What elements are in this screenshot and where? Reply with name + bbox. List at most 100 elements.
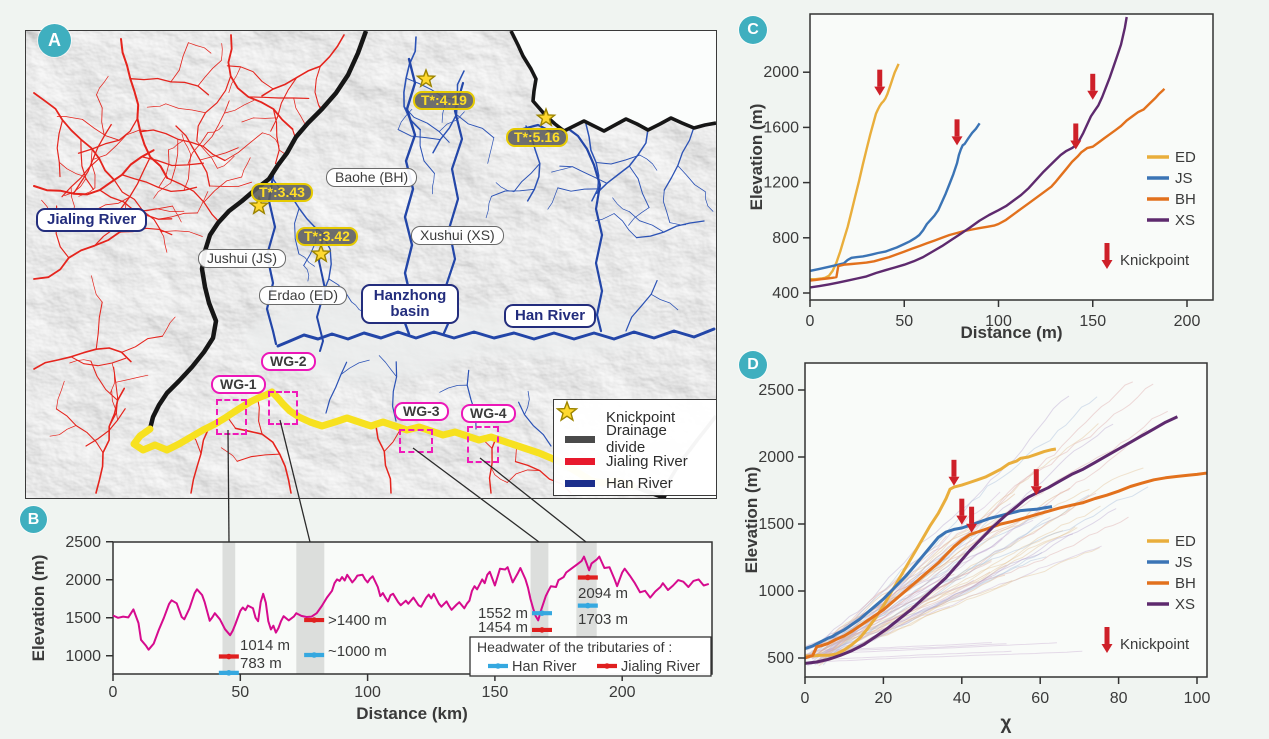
jialing-headwater-marker [604,663,610,669]
tributary-chi-profile [824,556,951,645]
river-segment [247,96,310,99]
map-label-han-river: Han River [504,304,597,329]
river-segment [165,103,206,114]
river-segment [677,165,706,193]
map-label-erdao: Erdao (ED) [259,286,348,306]
river-segment [662,189,671,224]
map-label-t-516: T*:5.16 [506,128,568,148]
tributary-chi-profile [817,429,1148,655]
river-segment [217,155,235,169]
map-legend: Knickpoint Drainage divide Jialing River Ha… [553,399,717,496]
knickpoint-arrow-icon [966,523,978,533]
river-profile-chart: 0 50 100 150 200 400 800 1200 1600 2000 Distance (… [747,13,1214,342]
map-label-wg-2: WG-2 [261,352,316,372]
tributary-chi-profile [826,486,1149,645]
tributary-chi-profile [810,505,1101,658]
tributary-chi-profile [811,642,992,652]
river-segment [432,172,435,195]
river-segment [491,188,535,197]
river-segment [33,347,132,370]
river-segment [90,148,96,189]
tick-label: 2500 [65,534,101,551]
river-segment [170,42,189,83]
map-label-wg-4: WG-4 [461,404,516,424]
river-segment [96,94,105,137]
river-segment [126,129,147,136]
river-segment [197,191,209,214]
map-legend-label: Drainage divide [606,422,667,456]
tick-label: 0 [801,690,810,707]
wg-sample-box-2 [268,391,298,425]
legend-line-swatch [562,479,598,487]
tributary-chi-profile [817,395,1070,649]
river-segment [265,174,278,346]
tick-label: 100 [985,313,1012,330]
outside-basin-area-ne [511,31,716,131]
tick-label: 1000 [758,583,794,600]
studied-divide-yellow-line [130,388,637,490]
map-label-wg-3: WG-3 [394,402,449,422]
river-segment [55,408,104,454]
river-segment [33,225,134,280]
river-segment [108,366,119,428]
river-segment [121,335,164,353]
map-label-wg-1: WG-1 [211,375,266,395]
tick-label: 60 [1031,690,1049,707]
tick-label: 150 [1079,313,1106,330]
river-segment [95,301,103,350]
tributary-chi-profile [812,504,1048,660]
axis-label-x: Distance (m) [960,323,1062,342]
river-segment [226,65,274,90]
river-segment [650,293,679,311]
elevation-annotation: 2094 m [578,585,628,602]
tick-label: 1500 [65,610,101,627]
river-segment [557,187,599,192]
map-label-xushui: Xushui (XS) [411,226,504,246]
river-segment [111,390,118,421]
panel-label-c: C [739,16,767,44]
knickpoint-star-icon [555,400,579,422]
river-segment [704,191,714,212]
han-headwater-marker [539,610,545,616]
river-segment [378,355,397,378]
tributary-chi-profile [822,410,1168,659]
series-line-ed [805,447,1057,658]
elevation-annotation: 1552 m [478,605,528,622]
tributary-chi-profile [813,519,1034,664]
river-segment [456,114,495,139]
river-segment [524,390,530,415]
profile-legend-box [469,636,712,677]
river-segment [340,359,370,375]
chi-plot-chart: 0 20 40 60 80 100 500 1000 1500 2000 2500 χ Elevatio… [745,362,1210,734]
river-segment [325,361,348,414]
legend-label-knickpoint: Knickpoint [1120,252,1190,269]
legend-label-xs: XS [1175,212,1195,229]
tick-label: 1600 [763,119,799,136]
river-segment [220,43,223,61]
river-segment [439,384,468,393]
river-segment [141,156,204,167]
jialing-headwater-marker [311,617,317,623]
river-segment [113,179,163,233]
river-segment [547,187,559,210]
river-segment [612,197,630,213]
map-legend-label: Knickpoint [606,408,676,426]
river-segment [639,154,658,171]
river-segment [518,401,552,447]
legend-line-swatch [562,435,598,443]
elevation-annotation: 783 m [240,655,282,672]
divide-profile-chart: 0 50 100 150 200 1000 1500 2000 2500 Distance (km… [29,534,713,723]
series-line-bh [810,87,1166,282]
river-segment [162,316,176,337]
panel-label-d: D [739,351,767,379]
river-segment [199,147,239,161]
river-segment [276,327,716,348]
map-label-t-419: T*:4.19 [413,91,475,111]
tributary-chi-profile [819,578,962,658]
tributary-chi-profile [823,650,1012,660]
map-label-t-343: T*:3.43 [251,183,313,203]
tick-label: 2000 [758,449,794,466]
tick-label: 0 [806,313,815,330]
river-segment [403,106,450,143]
